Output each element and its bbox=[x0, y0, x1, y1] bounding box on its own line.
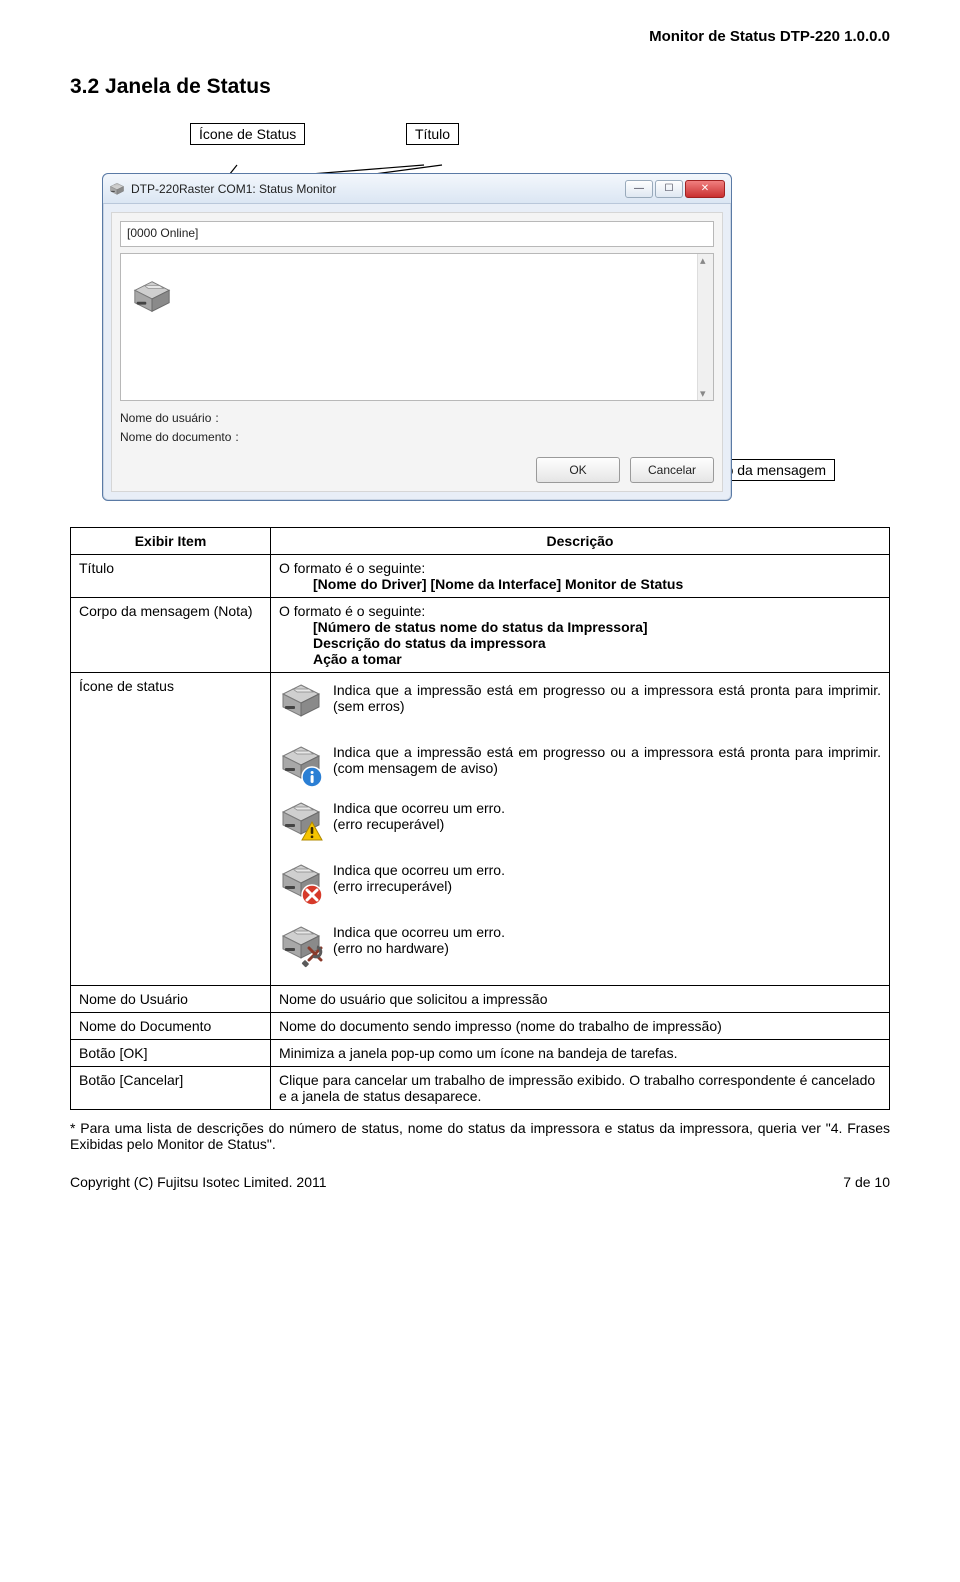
row-body-desc-l4: Ação a tomar bbox=[279, 651, 881, 667]
icon-warning-text: Indica que ocorreu um erro. (erro recupe… bbox=[333, 800, 881, 832]
table-header-item: Exibir Item bbox=[71, 528, 271, 555]
document-name-label: Nome do documento bbox=[120, 430, 231, 444]
icon-error-text: Indica que ocorreu um erro. (erro irrecu… bbox=[333, 862, 881, 894]
icon-error-text-b: (erro irrecuperável) bbox=[333, 878, 881, 894]
section-title: 3.2 Janela de Status bbox=[70, 75, 890, 99]
footnote: * Para uma lista de descrições do número… bbox=[70, 1120, 890, 1152]
icon-warning bbox=[279, 800, 323, 844]
message-body-area bbox=[120, 253, 714, 401]
row-cancel-label: Botão [Cancelar] bbox=[71, 1067, 271, 1110]
row-title-label: Título bbox=[71, 555, 271, 598]
footer-copyright: Copyright (C) Fujitsu Isotec Limited. 20… bbox=[70, 1174, 327, 1190]
description-table: Exibir Item Descrição Título O formato é… bbox=[70, 527, 890, 1110]
row-user-desc: Nome do usuário que solicitou a impressã… bbox=[271, 986, 890, 1013]
table-header-desc: Descrição bbox=[271, 528, 890, 555]
callout-status-icon: Ícone de Status bbox=[190, 123, 305, 145]
icon-hardware-text: Indica que ocorreu um erro. (erro no har… bbox=[333, 924, 881, 956]
row-body-desc-l2: [Número de status nome do status da Impr… bbox=[279, 619, 881, 635]
cancel-button[interactable]: Cancelar bbox=[630, 457, 714, 483]
app-printer-icon bbox=[109, 181, 125, 197]
icon-info-text: Indica que a impressão está em progresso… bbox=[333, 744, 881, 776]
row-title-desc: O formato é o seguinte: [Nome do Driver]… bbox=[271, 555, 890, 598]
icon-error-text-a: Indica que ocorreu um erro. bbox=[333, 862, 881, 878]
row-doc-label: Nome do Documento bbox=[71, 1013, 271, 1040]
status-text-field: [0000 Online] bbox=[120, 221, 714, 247]
row-title-desc-l2: [Nome do Driver] [Nome da Interface] Mon… bbox=[279, 576, 881, 592]
printer-status-icon bbox=[131, 276, 173, 318]
icon-hardware-error bbox=[279, 924, 323, 968]
callout-title: Título bbox=[406, 123, 459, 145]
user-name-label: Nome do usuário bbox=[120, 411, 211, 425]
icon-hardware-text-b: (erro no hardware) bbox=[333, 940, 881, 956]
row-body-desc-l1: O formato é o seguinte: bbox=[279, 603, 881, 619]
row-ok-desc: Minimiza a janela pop-up como um ícone n… bbox=[271, 1040, 890, 1067]
icon-error bbox=[279, 862, 323, 906]
doc-header-text: Monitor de Status DTP-220 1.0.0.0 bbox=[70, 28, 890, 45]
row-body-desc: O formato é o seguinte: [Número de statu… bbox=[271, 598, 890, 673]
icon-info bbox=[279, 744, 323, 788]
ok-button[interactable]: OK bbox=[536, 457, 620, 483]
footer-page-number: 7 de 10 bbox=[843, 1174, 890, 1190]
icon-ok bbox=[279, 682, 323, 726]
window-titlebar: DTP-220Raster COM1: Status Monitor — ☐ ✕ bbox=[103, 174, 731, 204]
user-info-block: Nome do usuário: Nome do documento: bbox=[120, 409, 714, 447]
row-cancel-desc: Clique para cancelar um trabalho de impr… bbox=[271, 1067, 890, 1110]
row-title-desc-l1: O formato é o seguinte: bbox=[279, 560, 881, 576]
icon-ok-text: Indica que a impressão está em progresso… bbox=[333, 682, 881, 714]
scrollbar[interactable] bbox=[697, 254, 713, 400]
footnote-pre: * Para uma lista de descrições do número… bbox=[70, 1120, 831, 1136]
footnote-post: ". bbox=[267, 1136, 276, 1152]
close-button[interactable]: ✕ bbox=[685, 180, 725, 198]
row-icon-desc: Indica que a impressão está em progresso… bbox=[271, 673, 890, 986]
row-icon-label: Ícone de status bbox=[71, 673, 271, 986]
row-doc-desc: Nome do documento sendo impresso (nome d… bbox=[271, 1013, 890, 1040]
row-body-desc-l3: Descrição do status da impressora bbox=[279, 635, 881, 651]
icon-hardware-text-a: Indica que ocorreu um erro. bbox=[333, 924, 881, 940]
row-body-label: Corpo da mensagem (Nota) bbox=[71, 598, 271, 673]
row-user-label: Nome do Usuário bbox=[71, 986, 271, 1013]
icon-warning-text-a: Indica que ocorreu um erro. bbox=[333, 800, 881, 816]
status-window: DTP-220Raster COM1: Status Monitor — ☐ ✕… bbox=[102, 173, 732, 501]
row-ok-label: Botão [OK] bbox=[71, 1040, 271, 1067]
maximize-button[interactable]: ☐ bbox=[655, 180, 683, 198]
minimize-button[interactable]: — bbox=[625, 180, 653, 198]
window-title-text: DTP-220Raster COM1: Status Monitor bbox=[131, 182, 625, 196]
icon-warning-text-b: (erro recuperável) bbox=[333, 816, 881, 832]
